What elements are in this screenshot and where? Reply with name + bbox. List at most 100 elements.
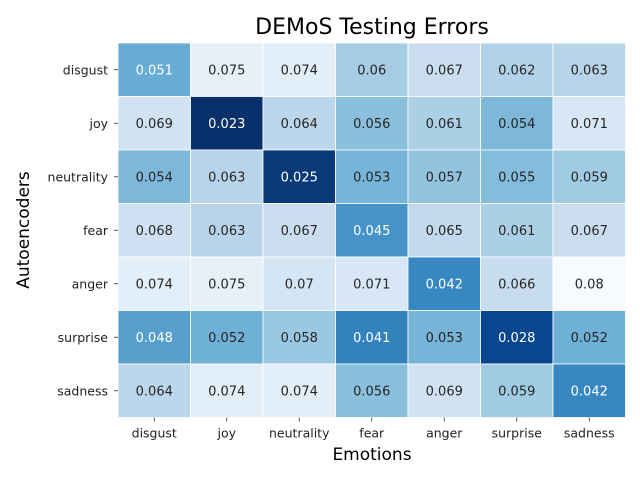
cell-value-label: 0.074 <box>281 63 318 78</box>
cell-value-label: 0.06 <box>357 63 386 78</box>
heatmap-cell <box>407 310 481 365</box>
cell-value-label: 0.075 <box>208 277 245 292</box>
cell-value-label: 0.025 <box>281 170 318 185</box>
y-tick-label: fear <box>83 223 109 238</box>
heatmap-cell <box>552 256 626 311</box>
cell-value-label: 0.068 <box>136 224 173 239</box>
cell-value-label: 0.08 <box>575 277 604 292</box>
x-tick-label: disgust <box>132 426 177 441</box>
heatmap-cell <box>552 363 626 418</box>
x-tick-label: fear <box>359 426 385 441</box>
cell-value-label: 0.059 <box>498 384 535 399</box>
cell-value-label: 0.062 <box>498 63 535 78</box>
cell-value-label: 0.054 <box>136 170 173 185</box>
heatmap-cell <box>552 203 626 258</box>
heatmap-cell <box>552 96 626 151</box>
heatmap-cell <box>262 149 336 204</box>
heatmap-cell <box>480 96 554 151</box>
heatmap-cell <box>262 256 336 311</box>
cell-value-label: 0.056 <box>353 117 390 132</box>
cell-value-label: 0.063 <box>571 63 608 78</box>
cell-value-label: 0.074 <box>281 384 318 399</box>
cell-value-label: 0.048 <box>136 331 173 346</box>
cell-value-label: 0.064 <box>281 117 318 132</box>
cell-value-label: 0.066 <box>498 277 535 292</box>
cell-value-label: 0.053 <box>426 331 463 346</box>
heatmap-cell <box>262 363 336 418</box>
cell-value-label: 0.063 <box>208 224 245 239</box>
y-tick-label: disgust <box>63 62 108 77</box>
cell-value-label: 0.075 <box>208 63 245 78</box>
cell-value-label: 0.069 <box>136 117 173 132</box>
heatmap-cell <box>552 149 626 204</box>
y-tick-label: sadness <box>57 383 108 398</box>
heatmap-cell <box>552 310 626 365</box>
heatmap-cell <box>407 96 481 151</box>
heatmap-cell <box>262 310 336 365</box>
cell-value-label: 0.056 <box>353 384 390 399</box>
x-tick-label: joy <box>216 426 236 441</box>
y-tick-label: anger <box>72 276 109 291</box>
cell-value-label: 0.042 <box>571 384 608 399</box>
heatmap-cell <box>480 149 554 204</box>
cell-value-label: 0.074 <box>208 384 245 399</box>
cell-value-label: 0.058 <box>281 331 318 346</box>
y-tick-label: surprise <box>58 330 109 345</box>
x-axis-label: Emotions <box>332 445 411 465</box>
heatmap-cell <box>117 310 191 365</box>
cell-value-label: 0.053 <box>353 170 390 185</box>
heatmap-cell <box>190 310 264 365</box>
heatmap-cell <box>117 203 191 258</box>
y-tick-label: neutrality <box>48 169 109 184</box>
heatmap-cell <box>335 42 409 97</box>
cell-value-label: 0.061 <box>498 224 535 239</box>
heatmap-cell <box>190 203 264 258</box>
cell-value-label: 0.064 <box>136 384 173 399</box>
heatmap-cell <box>480 363 554 418</box>
chart-title: DEMoS Testing Errors <box>255 15 489 40</box>
cell-value-label: 0.023 <box>208 117 245 132</box>
cell-value-label: 0.069 <box>426 384 463 399</box>
y-tick-label: joy <box>88 116 108 131</box>
cell-value-label: 0.045 <box>353 224 390 239</box>
cell-value-label: 0.07 <box>285 277 314 292</box>
y-axis-label: Autoencoders <box>14 171 34 289</box>
heatmap-cell <box>262 96 336 151</box>
heatmap-cell <box>262 42 336 97</box>
cell-value-label: 0.067 <box>281 224 318 239</box>
cell-value-label: 0.052 <box>571 331 608 346</box>
cell-value-label: 0.059 <box>571 170 608 185</box>
heatmap-cell <box>117 363 191 418</box>
heatmap-cell <box>117 256 191 311</box>
heatmap-cell <box>190 149 264 204</box>
heatmap-cell <box>335 363 409 418</box>
heatmap-cell <box>407 149 481 204</box>
cell-value-label: 0.028 <box>498 331 535 346</box>
cell-value-label: 0.071 <box>353 277 390 292</box>
cell-value-label: 0.055 <box>498 170 535 185</box>
cell-value-label: 0.057 <box>426 170 463 185</box>
cell-value-label: 0.074 <box>136 277 173 292</box>
heatmap-cell <box>335 310 409 365</box>
x-tick-label: surprise <box>492 426 543 441</box>
cell-value-label: 0.063 <box>208 170 245 185</box>
heatmap-cells: 0.051 0.075 0.074 0.06 0.067 0.062 0.063 0.069 0… <box>117 42 626 418</box>
heatmap-cell <box>335 149 409 204</box>
x-tick-label: anger <box>426 426 463 441</box>
cell-value-label: 0.065 <box>426 224 463 239</box>
y-tick-labels: disgust joy neutrality fear anger surprise sad… <box>48 62 118 398</box>
cell-value-label: 0.042 <box>426 277 463 292</box>
heatmap-cell <box>407 363 481 418</box>
heatmap-cell <box>190 42 264 97</box>
heatmap-cell <box>117 42 191 97</box>
x-tick-label: sadness <box>564 426 615 441</box>
heatmap-cell <box>480 42 554 97</box>
cell-value-label: 0.041 <box>353 331 390 346</box>
cell-value-label: 0.051 <box>136 63 173 78</box>
cell-value-label: 0.054 <box>498 117 535 132</box>
x-tick-label: neutrality <box>269 426 330 441</box>
cell-value-label: 0.061 <box>426 117 463 132</box>
cell-value-label: 0.067 <box>426 63 463 78</box>
cell-value-label: 0.052 <box>208 331 245 346</box>
